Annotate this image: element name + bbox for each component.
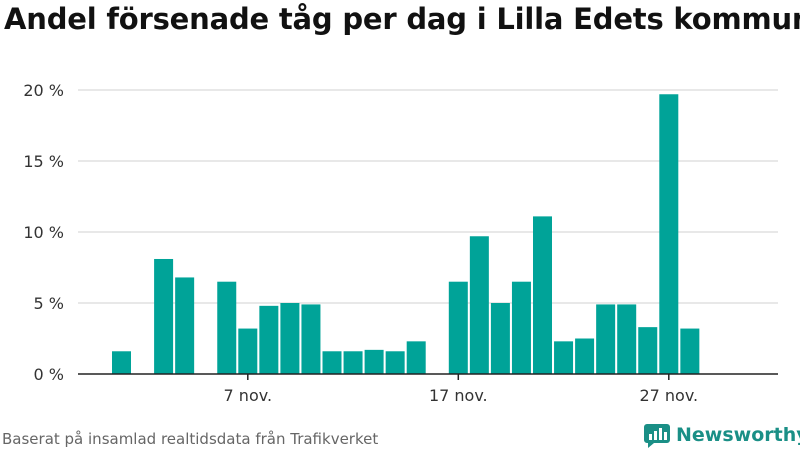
bar xyxy=(112,351,131,374)
x-tick-label: 27 nov. xyxy=(639,386,698,405)
bar xyxy=(680,328,700,374)
bar xyxy=(259,305,279,374)
bar xyxy=(385,351,405,374)
bar xyxy=(406,341,426,374)
bar xyxy=(343,351,363,374)
bar xyxy=(175,277,195,374)
y-tick-label: 0 % xyxy=(34,365,64,384)
y-tick-label: 5 % xyxy=(34,294,64,313)
bar xyxy=(448,281,468,374)
bar xyxy=(490,303,510,374)
bar xyxy=(238,328,258,374)
bar xyxy=(322,351,342,374)
bar xyxy=(659,94,679,374)
bar xyxy=(638,327,658,374)
bar xyxy=(469,236,489,374)
newsworthy-logo-icon xyxy=(644,424,670,448)
chart-title: Andel försenade tåg per dag i Lilla Edet… xyxy=(4,2,800,36)
bar xyxy=(554,341,574,374)
bar xyxy=(533,216,552,374)
x-tick-label: 7 nov. xyxy=(224,386,273,405)
y-tick-label: 15 % xyxy=(23,152,64,171)
bar xyxy=(596,304,616,374)
bar xyxy=(301,304,321,374)
bar xyxy=(617,304,637,374)
bar xyxy=(154,258,174,374)
brand-name: Newsworthy xyxy=(676,424,800,446)
x-tick-label: 17 nov. xyxy=(429,386,488,405)
newsworthy-logo: Newsworthy xyxy=(644,420,800,450)
source-note: Baserat på insamlad realtidsdata från Tr… xyxy=(2,430,379,448)
bar xyxy=(280,303,300,374)
y-tick-label: 10 % xyxy=(23,223,64,242)
y-tick-label: 20 % xyxy=(23,81,64,100)
bar xyxy=(575,338,595,374)
bar xyxy=(511,281,531,374)
bar xyxy=(217,281,237,374)
bar xyxy=(364,349,384,374)
